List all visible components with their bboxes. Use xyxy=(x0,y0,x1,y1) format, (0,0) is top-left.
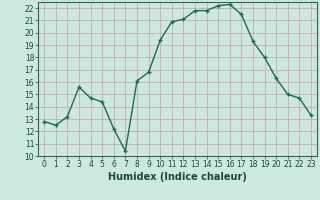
X-axis label: Humidex (Indice chaleur): Humidex (Indice chaleur) xyxy=(108,172,247,182)
